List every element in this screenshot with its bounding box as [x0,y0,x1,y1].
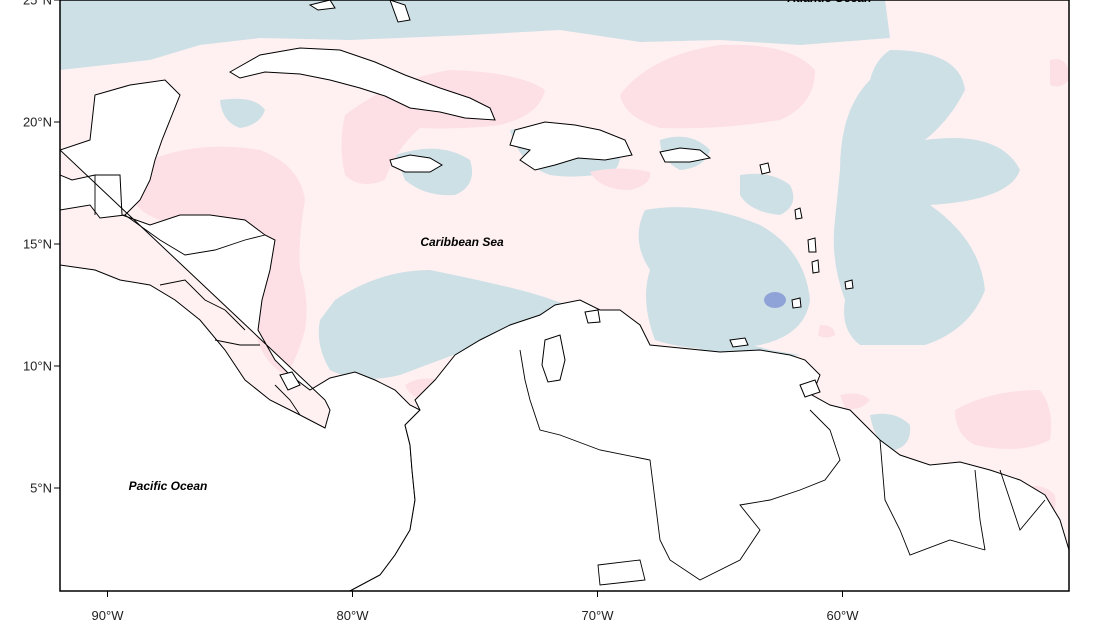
border-line [159,279,246,331]
anomaly-region-atlantic-southeast [955,390,1052,449]
small-island [759,162,771,175]
anomaly-region-central-atlantic [620,44,815,129]
place-label-atlantic: Atlantic Ocean [786,0,871,5]
lat-tick-label: 10°N [23,359,52,374]
lat-tick-label: 25°N [23,0,52,8]
jamaica-island [389,154,443,173]
lon-tick-label: 90°W [92,608,125,623]
anomaly-region-honduras-coast [130,146,307,375]
small-island [308,0,336,11]
country-borders [94,175,1046,586]
border-line [974,469,986,551]
caribbean-islands [229,0,854,398]
bahamas-island [389,0,411,23]
anomaly-region-southern-caribbean [318,270,600,379]
map-frame [59,0,1070,592]
trinidad-island [799,379,821,398]
anomaly-region-antilles [740,173,794,215]
border-line [999,469,1046,531]
anomaly-region-eastern-caribbean [638,207,810,349]
cuba-island [229,47,496,121]
place-label-caribbean: Caribbean Sea [420,235,504,249]
puerto-rico-island [659,147,712,163]
anomaly-region-north-haiti [590,168,651,190]
small-island [807,237,817,253]
lake-nicaragua [279,371,301,391]
strong-negative-anomaly-spot [764,292,786,308]
anomaly-region-lesser-antilles [818,325,835,338]
anomaly-region-atlantic-east [833,50,1020,345]
anomaly-region-north-atlantic [60,0,890,70]
south-america-landmass [349,299,1069,591]
anomaly-region-atlantic-northeast [1050,59,1069,87]
positive-anomaly-regions [130,44,1069,525]
small-island [729,337,749,348]
axis-ticks [54,0,843,597]
lake-maracaibo [541,334,566,383]
border-line [597,559,646,586]
lat-tick-label: 5°N [30,481,52,496]
place-label-pacific: Pacific Ocean [129,479,208,493]
small-island [584,309,601,324]
border-line [519,349,841,581]
small-island [811,259,820,274]
lon-tick-label: 60°W [827,608,860,623]
lon-tick-label: 70°W [582,608,615,623]
small-island [794,207,803,220]
small-island [791,297,802,309]
border-line [274,384,301,416]
place-labels: Atlantic Ocean Caribbean Sea Pacific Ocean [129,0,872,493]
anomaly-region-guyana [870,413,911,450]
border-line [124,214,266,256]
small-island [844,279,854,290]
hispaniola-island [509,121,633,171]
border-line [879,439,986,556]
lat-tick-label: 15°N [23,237,52,252]
anomaly-region-yucatan [220,98,265,128]
border-line [214,339,260,346]
lon-tick-label: 80°W [337,608,370,623]
lat-tick-label: 20°N [23,115,52,130]
axis-labels: 90°W 80°W 70°W 60°W 25°N 20°N 15°N 10°N 5°N [23,0,859,623]
anomaly-region-orinoco [840,393,870,409]
